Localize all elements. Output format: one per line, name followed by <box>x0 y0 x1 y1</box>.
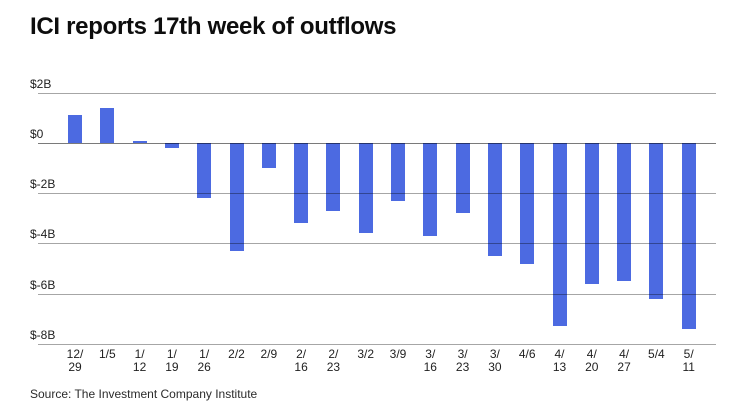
bar-3/2 <box>358 143 373 234</box>
bar-2/2 <box>229 143 244 251</box>
bar-3/30 <box>487 143 502 256</box>
x-axis-tick-label: 1/12 <box>132 347 147 374</box>
x-axis-tick-label: 2/2 <box>228 347 245 361</box>
bar-3/16 <box>423 143 438 236</box>
bar-2/23 <box>326 143 341 211</box>
bar-12/29 <box>68 115 82 143</box>
x-axis-tick-label: 3/30 <box>488 347 502 374</box>
x-axis-tick-label: 4/13 <box>552 347 567 374</box>
bar-1/26 <box>197 143 212 199</box>
x-axis-tick-label: 1/19 <box>165 347 179 374</box>
gridline--6b <box>38 293 716 295</box>
bar-2/9 <box>261 143 276 169</box>
bar-3/9 <box>391 143 405 201</box>
x-axis-tick-label: 3/23 <box>455 347 470 374</box>
bar-1/19 <box>164 143 179 148</box>
x-axis-tick-label: 3/9 <box>389 347 407 361</box>
bar-2/16 <box>294 143 309 224</box>
x-axis-tick-label: 2/23 <box>326 347 341 374</box>
chart-title: ICI reports 17th week of outflows <box>30 13 397 40</box>
x-axis-tick-label: 2/9 <box>260 347 278 361</box>
gridline-2b <box>38 92 716 94</box>
y-axis-tick-label: $2B <box>30 76 52 91</box>
x-axis-tick-label: 5/11 <box>682 347 695 374</box>
bar-3/23 <box>455 143 470 214</box>
x-axis-tick-label: 3/2 <box>357 347 375 361</box>
y-axis-tick-label: $-4B <box>30 227 56 242</box>
y-axis-tick-label: $0 <box>30 127 44 141</box>
gridline--4b <box>38 243 716 245</box>
x-axis-tick-label: 3/16 <box>423 347 437 374</box>
bar-5/4 <box>649 143 664 299</box>
y-axis-tick-label: $-6B <box>30 277 56 292</box>
bar-5/11 <box>681 143 696 329</box>
bar-4/6 <box>520 143 535 264</box>
bar-1/12 <box>132 140 147 143</box>
x-axis-tick-label: 12/29 <box>66 347 84 374</box>
gridline--2b <box>38 193 716 195</box>
y-axis-tick-label: $-8B <box>30 327 56 342</box>
x-axis-tick-label: 5/4 <box>648 347 665 361</box>
x-axis-tick-label: 4/20 <box>585 347 599 374</box>
source-note: Source: The Investment Company Institute <box>30 387 258 401</box>
bar-4/20 <box>584 143 599 284</box>
bar-4/27 <box>617 143 632 282</box>
x-axis-tick-label: 4/27 <box>617 347 631 374</box>
x-axis-tick-label: 4/6 <box>518 347 536 361</box>
bar-1/5 <box>100 107 115 143</box>
bar-4/13 <box>552 143 567 327</box>
x-axis-tick-label: 1/26 <box>197 347 211 374</box>
y-axis-tick-label: $-2B <box>30 177 56 192</box>
x-axis-tick-label: 1/5 <box>98 347 116 361</box>
x-axis-tick-label: 2/16 <box>294 347 308 374</box>
gridline--8b <box>38 343 716 345</box>
gridline-0 <box>38 143 716 144</box>
